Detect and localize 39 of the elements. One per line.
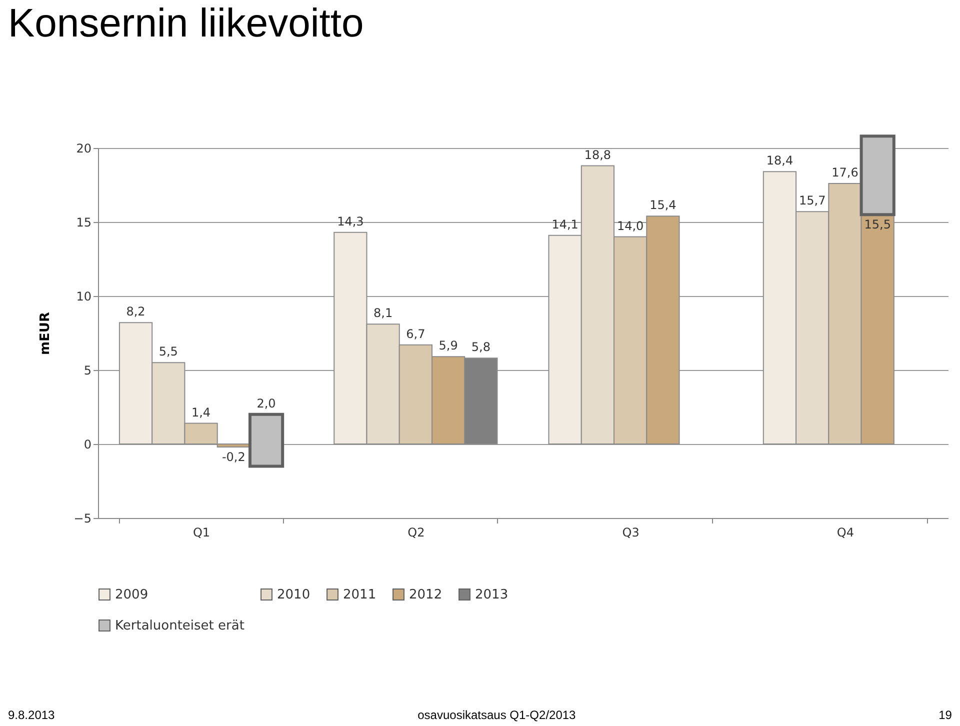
data-label: 5,8 [471,340,490,354]
legend-label: 2012 [409,588,442,602]
y-tick-label: 10 [76,290,92,304]
x-tick-label: Q3 [622,526,640,540]
legend-label: Kertaluonteiset erät [115,618,244,634]
data-label: 18,4 [766,154,794,168]
legend-label: 2013 [475,588,508,602]
y-tick-label: 20 [76,142,92,156]
data-label: 14,0 [616,218,644,233]
legend-label: 2010 [277,588,310,602]
data-label: -0,2 [222,450,246,464]
y-tick-label: 15 [76,216,92,230]
data-label: 8,2 [126,304,146,319]
data-label: 1,4 [191,405,211,420]
x-tick-label: Q4 [836,526,854,540]
data-label: 5,5 [158,344,178,359]
legend-label: 2011 [343,588,376,602]
text: 9.8.2013 [8,708,55,724]
text: osavuosikatsaus Q1-Q2/2013 [418,708,576,724]
data-label: 5,9 [438,338,458,353]
chart-title: Konsernin liikevoitto [8,2,364,46]
data-label: 15,5 [864,218,891,232]
x-tick-label: Q1 [192,526,210,540]
legend-label: 2009 [115,588,148,602]
data-label: 8,1 [374,306,393,320]
data-label: 15,7 [798,194,826,208]
y-tick-label: 5 [84,364,92,378]
data-label: 14,3 [337,214,364,228]
y-tick-label: 0 [84,438,92,452]
data-label: 6,7 [406,326,426,341]
data-label: 18,8 [584,148,612,162]
x-tick-label: Q2 [408,526,425,540]
y-axis-title: mEUR [38,312,53,355]
annotation: 2,0 [256,396,276,410]
data-label: 14,1 [552,217,578,232]
data-label: 17,6 [832,166,858,180]
text: 19 [938,708,952,724]
y-tick-label: −5 [74,512,92,526]
data-label: 15,4 [650,198,676,212]
